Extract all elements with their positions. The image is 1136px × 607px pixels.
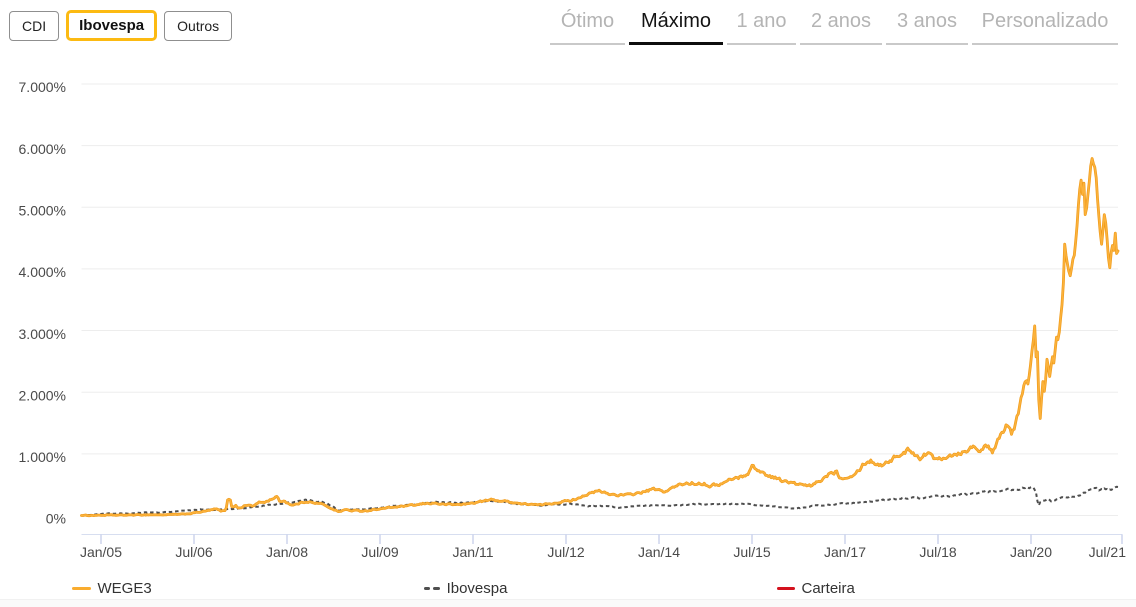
y-axis-labels: 7.000% 6.000% 5.000% 4.000% 3.000% 2.000% 1.00… xyxy=(19,79,66,527)
x-tick-label: Jul/12 xyxy=(547,544,585,560)
tab-1-ano[interactable]: 1 ano xyxy=(727,7,796,45)
x-tick-label: Jan/20 xyxy=(1010,544,1052,560)
legend-label-ibovespa: Ibovespa xyxy=(446,580,508,597)
tab-otimo[interactable]: Ótimo xyxy=(550,7,625,45)
y-tick-label: 5.000% xyxy=(19,202,66,218)
y-tick-label: 1.000% xyxy=(19,449,66,465)
x-tick-label: Jan/17 xyxy=(824,544,866,560)
x-tick-label: Jul/06 xyxy=(175,544,213,560)
x-tick-label: Jul/09 xyxy=(361,544,399,560)
x-tick-label: Jan/11 xyxy=(453,544,494,560)
compare-outros-button[interactable]: Outros xyxy=(164,10,233,41)
tab-personalizado[interactable]: Personalizado xyxy=(972,7,1118,45)
carteira-line-swatch xyxy=(777,587,795,590)
tab-2-anos[interactable]: 2 anos xyxy=(800,7,882,45)
legend-item-carteira[interactable]: Carteira xyxy=(777,580,855,597)
chart-legend: WEGE3 Ibovespa Carteira xyxy=(0,580,1136,597)
ibovespa-dashed-swatch xyxy=(424,587,440,590)
x-axis-labels: Jan/05 Jul/06 Jan/08 Jul/09 Jan/11 Jul/12 Jan/… xyxy=(80,544,1126,560)
comparison-button-group: CDI Ibovespa Outros xyxy=(9,10,233,41)
bottom-separator-strip xyxy=(0,599,1136,607)
tab-3-anos[interactable]: 3 anos xyxy=(886,7,968,45)
ibovespa-series-line xyxy=(81,485,1119,517)
x-tick-label: Jul/18 xyxy=(919,544,957,560)
y-tick-label: 6.000% xyxy=(19,141,66,157)
legend-item-wege3[interactable]: WEGE3 xyxy=(72,580,152,597)
wege3-series-line xyxy=(80,157,1119,517)
y-tick-label: 3.000% xyxy=(19,326,66,342)
x-tick-label: Jan/05 xyxy=(80,544,122,560)
legend-label-wege3: WEGE3 xyxy=(97,580,152,597)
wege3-series-line-edge xyxy=(80,157,1120,518)
gridlines xyxy=(81,83,1118,516)
legend-label-carteira: Carteira xyxy=(801,580,855,597)
x-tick-label: Jan/08 xyxy=(266,544,308,560)
tab-maximo[interactable]: Máximo xyxy=(629,7,723,45)
compare-cdi-button[interactable]: CDI xyxy=(9,10,60,41)
compare-ibovespa-button[interactable]: Ibovespa xyxy=(66,10,158,41)
x-axis xyxy=(81,534,1123,544)
period-tab-bar: Ótimo Máximo 1 ano 2 anos 3 anos Persona… xyxy=(550,7,1118,45)
y-tick-label: 0% xyxy=(46,511,66,527)
legend-item-ibovespa[interactable]: Ibovespa xyxy=(424,580,507,597)
y-tick-label: 4.000% xyxy=(19,264,66,280)
x-tick-label: Jul/15 xyxy=(733,544,771,560)
wege3-line-swatch xyxy=(72,587,91,590)
y-tick-label: 7.000% xyxy=(19,79,66,95)
x-tick-label: Jan/14 xyxy=(638,544,680,560)
x-tick-label: Jul/21 xyxy=(1089,544,1127,560)
y-tick-label: 2.000% xyxy=(19,387,66,403)
